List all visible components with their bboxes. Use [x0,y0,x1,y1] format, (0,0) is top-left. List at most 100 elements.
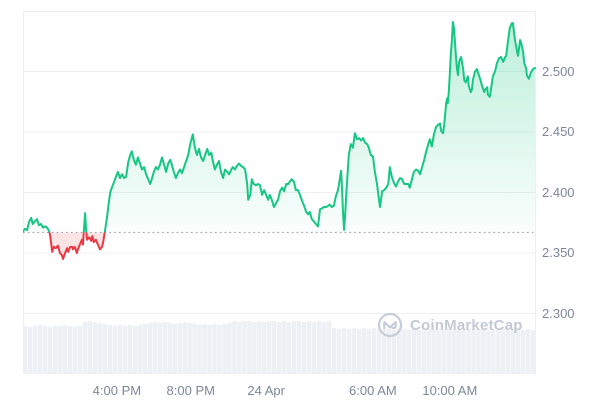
volume-bar [23,326,28,374]
volume-bar [381,330,387,374]
volume-bar [531,330,536,374]
y-tick-label: 2.500 [542,63,575,79]
volume-bar [232,321,237,374]
volume-bar [336,329,342,374]
volume-bar [471,329,476,374]
volume-bar [62,325,68,374]
x-tick-label: 8:00 PM [166,383,215,398]
volume-bar [217,325,222,374]
volume-bar [37,325,43,374]
volume-bar [396,329,402,374]
volume-bar [411,329,416,374]
volume-bar [506,330,511,374]
volume-bar [87,321,93,374]
volume-bar [421,329,426,374]
volume-bar [102,324,108,374]
volume-bar [207,325,212,374]
volume-bar [92,322,98,374]
volume-bar [516,329,521,374]
volume-bar [227,323,232,374]
x-tick-label: 10:00 AM [422,383,478,398]
y-tick-label: 2.350 [542,245,575,260]
volume-bar [326,321,332,374]
volume-bar [237,322,242,374]
volume-bar [321,322,327,374]
volume-bar [316,321,322,374]
volume-bar [177,323,182,374]
x-tick-label: 6:00 AM [349,383,397,398]
volume-bar [77,326,83,374]
volume-bar [197,325,202,374]
volume-bar [346,329,352,374]
volume-bar [306,321,312,374]
volume-bar [67,326,73,374]
volume-bar [152,322,157,374]
volume-bar [291,321,297,374]
volume-bar [127,325,133,374]
volume-bar [107,325,113,374]
volume-bar [262,322,267,374]
volume-bar [52,326,58,374]
volume-bar [461,330,466,374]
x-tick-label: 4:00 PM [92,383,142,398]
volume-bar [57,326,63,374]
y-tick-label: 2.400 [542,184,575,200]
volume-bar [341,328,347,374]
volume-bar [416,330,421,374]
volume-bar [147,323,152,374]
volume-bar [27,327,33,374]
y-tick-label: 2.450 [542,124,575,139]
volume-bar [406,330,411,374]
volume-bar [446,329,451,374]
volume-bar [441,330,446,374]
volume-bar [491,329,496,374]
volume-bar [247,321,252,374]
volume-bar [42,326,48,374]
volume-bar [112,326,118,374]
volume-bar [122,326,128,374]
volume-bar [192,324,197,374]
volume-bar [511,329,516,374]
volume-bar [82,322,88,374]
volume-bar [72,327,78,374]
volume-bar [436,329,441,374]
volume-bar [47,327,53,374]
volume-bar [451,330,456,374]
volume-bar [137,325,143,374]
volume-bar [361,328,367,374]
volume-bar [267,321,272,374]
volume-bar [366,329,372,374]
volume-bar [351,328,357,374]
area-fill-up [23,21,535,233]
volume-bar [311,322,317,374]
volume-bar [272,321,277,374]
volume-bar [456,329,461,374]
volume-bar [386,329,392,374]
volume-bar [132,326,138,374]
y-tick-label: 2.300 [542,305,575,321]
volume-bar [371,328,377,374]
volume-bar [187,323,192,374]
volume-bar [376,329,382,374]
volume-bar [486,330,491,374]
volume-bar [281,321,287,374]
volume-bar [301,322,307,374]
volume-bar [521,330,526,374]
volume-bar [162,322,167,374]
volume-bar [296,321,302,374]
volume-bar [496,330,501,374]
volume-bar [222,324,227,374]
volume-bar [167,323,172,374]
volume-bar [401,329,406,374]
volume-bars [23,321,536,374]
volume-bar [286,322,292,374]
volume-bar [142,324,148,374]
price-line-up [23,20,536,233]
volume-bar [356,329,362,374]
volume-bar [257,321,262,374]
volume-bar [157,323,162,374]
volume-bar [97,323,103,374]
volume-bar [481,329,486,374]
